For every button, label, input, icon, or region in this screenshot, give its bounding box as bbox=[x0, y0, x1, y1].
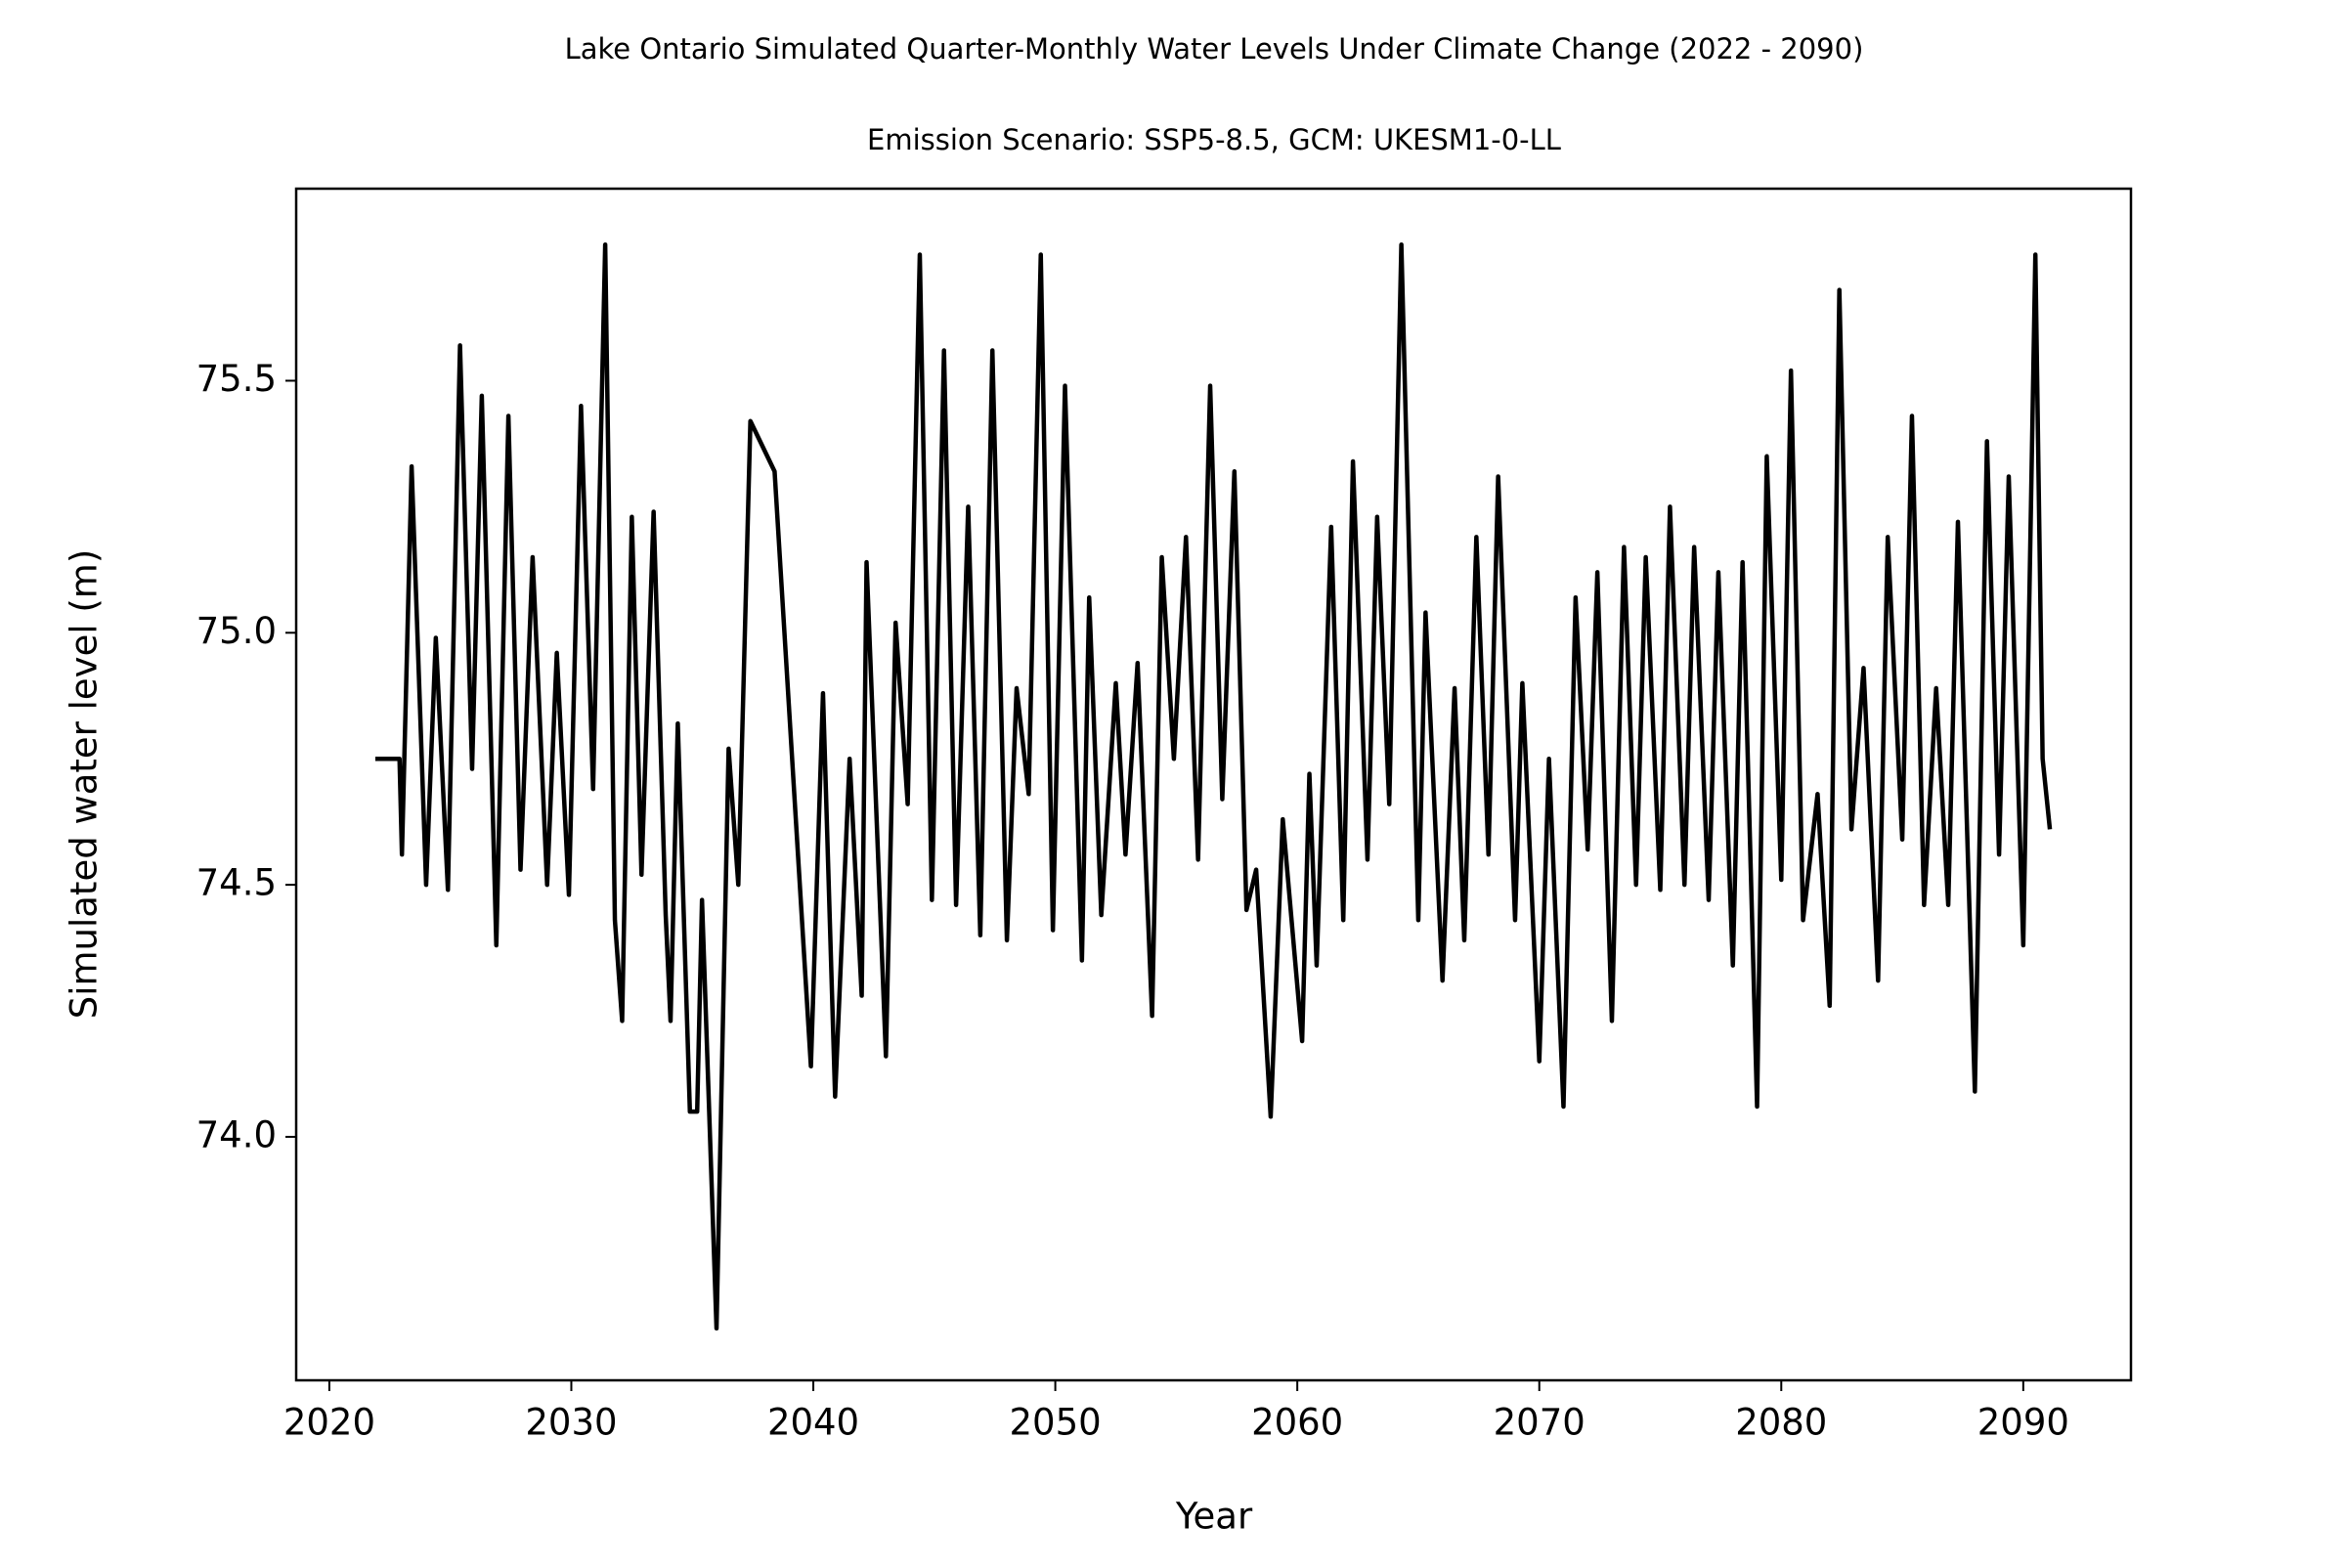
x-tick-label: 2030 bbox=[525, 1402, 617, 1444]
chart-title: Lake Ontario Simulated Quarter-Monthly W… bbox=[565, 32, 1864, 65]
x-tick-label: 2050 bbox=[1010, 1402, 1102, 1444]
y-tick-label: 75.0 bbox=[196, 610, 277, 652]
y-tick-label: 74.0 bbox=[196, 1113, 277, 1155]
x-tick-label: 2070 bbox=[1494, 1402, 1586, 1444]
y-tick-label: 75.5 bbox=[196, 358, 277, 400]
x-tick-label: 2020 bbox=[283, 1402, 375, 1444]
y-tick-label: 74.5 bbox=[196, 862, 277, 904]
plot-frame bbox=[294, 187, 2133, 1382]
x-tick-label: 2080 bbox=[1735, 1402, 1827, 1444]
x-tick-label: 2040 bbox=[767, 1402, 859, 1444]
y-axis-label: Simulated water level (m) bbox=[64, 549, 106, 1020]
chart-subtitle: Emission Scenario: SSP5-8.5, GCM: UKESM1… bbox=[867, 123, 1561, 156]
x-tick-label: 2090 bbox=[1977, 1402, 2069, 1444]
data-line bbox=[374, 241, 2053, 1331]
x-axis-label: Year bbox=[1175, 1496, 1253, 1538]
x-tick-label: 2060 bbox=[1251, 1402, 1343, 1444]
